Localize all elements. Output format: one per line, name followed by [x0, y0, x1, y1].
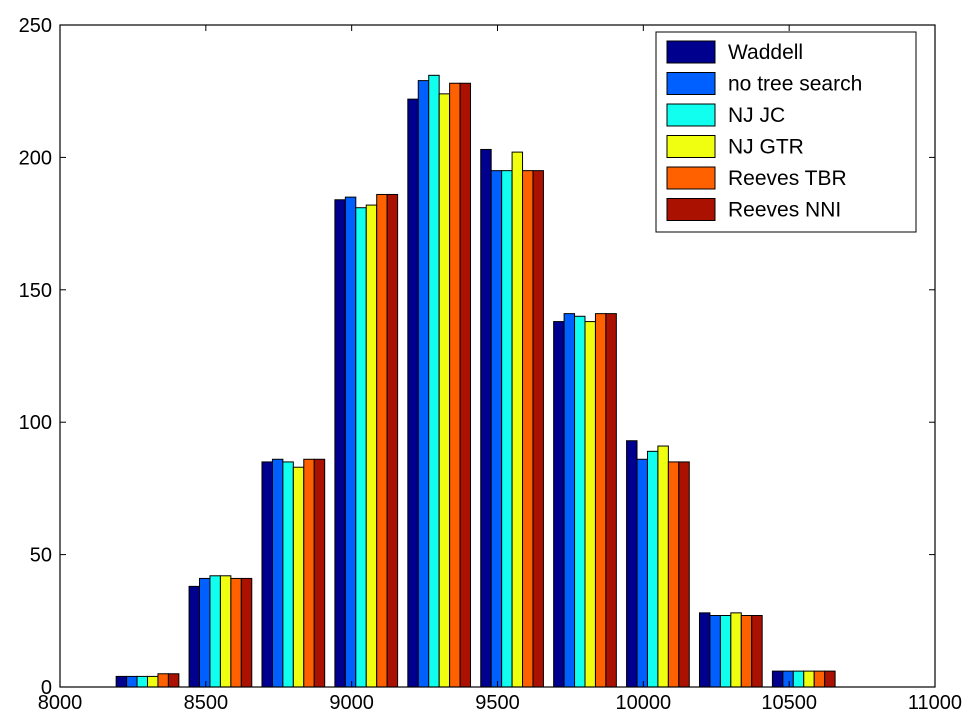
bar-nj-gtr-8550: [219, 575, 232, 688]
bar-nj-jc-10550: [792, 670, 805, 688]
x-tick-label: 11000: [908, 692, 962, 714]
bar-nj-jc-8800: [282, 461, 294, 688]
bar-no-tree-search-9300: [417, 80, 430, 688]
legend-label: Reeves TBR: [728, 167, 847, 190]
bar-reeves-nni-8800: [313, 458, 326, 688]
bar-nj-jc-9050: [355, 207, 367, 688]
x-tick-label: 8500: [184, 692, 229, 714]
bar-no-tree-search-9050: [344, 196, 357, 688]
bar-reeves-tbr-10050: [667, 461, 680, 688]
legend-label: no tree search: [728, 73, 862, 96]
bar-reeves-tbr-9550: [522, 170, 534, 688]
y-tick-label: 50: [30, 545, 52, 567]
x-tick-label: 10000: [616, 692, 672, 714]
bar-nj-gtr-8800: [292, 466, 305, 688]
bars-group: [115, 74, 836, 688]
bar-nj-jc-8300: [136, 675, 149, 688]
bar-no-tree-search-9550: [490, 170, 503, 688]
y-tick-label: 0: [41, 677, 52, 699]
bar-reeves-nni-9300: [459, 82, 472, 688]
bar-no-tree-search-8300: [126, 675, 138, 688]
legend-swatch: [666, 72, 716, 95]
y-tick-label: 250: [19, 15, 52, 37]
bar-reeves-nni-9050: [386, 193, 399, 688]
y-tick-label: 150: [19, 280, 52, 302]
legend-swatch: [666, 135, 716, 158]
bar-nj-jc-8550: [209, 575, 221, 688]
legend-swatch: [666, 40, 716, 64]
legend-label: NJ JC: [728, 104, 785, 127]
bar-no-tree-search-10300: [709, 615, 721, 688]
bar-nj-gtr-9050: [365, 204, 378, 688]
bar-no-tree-search-10550: [782, 670, 794, 688]
x-tick-label: 10500: [761, 692, 817, 714]
legend-swatch: [666, 198, 716, 221]
bar-reeves-tbr-10550: [813, 670, 826, 688]
bar-nj-jc-9300: [428, 74, 440, 688]
bar-waddell-9050: [334, 199, 346, 688]
bar-waddell-8300: [115, 675, 128, 688]
bar-nj-gtr-9300: [438, 93, 451, 688]
bar-waddell-9550: [480, 148, 492, 688]
bar-reeves-tbr-8800: [303, 458, 315, 688]
legend-swatch: [666, 166, 716, 190]
bar-nj-gtr-10550: [803, 670, 815, 688]
legend-swatch: [666, 103, 716, 127]
bar-nj-gtr-9800: [584, 321, 596, 688]
bar-nj-gtr-10050: [657, 445, 669, 688]
bar-no-tree-search-9800: [563, 313, 576, 688]
bar-reeves-nni-10550: [824, 670, 836, 688]
bar-waddell-10050: [626, 440, 638, 688]
bar-reeves-nni-8550: [240, 577, 253, 688]
bar-reeves-tbr-9050: [376, 193, 388, 688]
bar-reeves-nni-10050: [678, 461, 690, 688]
bar-nj-jc-10300: [719, 615, 732, 688]
bar-no-tree-search-8550: [199, 577, 211, 688]
bar-waddell-10550: [771, 670, 784, 688]
bar-reeves-nni-9800: [605, 313, 617, 688]
x-tick-label: 9000: [329, 692, 374, 714]
legend-label: Reeves NNI: [728, 199, 841, 222]
bar-nj-gtr-9550: [511, 151, 524, 688]
bar-nj-jc-9550: [501, 170, 513, 688]
bar-waddell-8800: [261, 461, 273, 688]
bar-waddell-9800: [553, 321, 565, 688]
bar-no-tree-search-10050: [636, 458, 648, 688]
bar-reeves-tbr-10300: [740, 615, 753, 688]
legend-label: NJ GTR: [728, 136, 804, 159]
bar-nj-gtr-10300: [730, 612, 742, 688]
bar-waddell-10300: [698, 612, 711, 688]
x-tick-label: 8000: [38, 692, 83, 714]
bar-reeves-tbr-8300: [157, 673, 169, 688]
legend: Waddell no tree search NJ JC NJ GTR Reeves T…: [655, 31, 917, 233]
bar-reeves-tbr-8550: [230, 577, 242, 688]
bar-reeves-tbr-9800: [594, 313, 607, 688]
bar-reeves-tbr-9300: [449, 82, 461, 688]
legend-label: Waddell: [728, 41, 803, 64]
axis-ticks: 8000 8500 9000 9500 10000 10500 11000 0 50 100 150…: [19, 15, 962, 714]
bar-reeves-nni-10300: [751, 615, 763, 688]
y-tick-label: 200: [19, 147, 52, 169]
bar-reeves-nni-8300: [167, 673, 180, 688]
bar-nj-gtr-8300: [147, 675, 159, 688]
bar-nj-jc-9800: [574, 315, 586, 688]
bar-no-tree-search-8800: [271, 458, 284, 688]
bar-waddell-8550: [188, 585, 201, 688]
bar-waddell-9300: [407, 98, 419, 688]
y-tick-label: 100: [19, 412, 52, 434]
bar-nj-jc-10050: [646, 450, 659, 688]
bar-reeves-nni-9550: [532, 170, 544, 688]
x-tick-label: 9500: [475, 692, 520, 714]
